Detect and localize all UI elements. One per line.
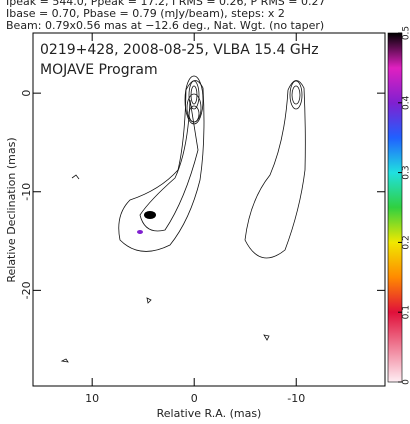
x-axis-label: Relative R.A. (mas)	[157, 407, 262, 420]
plot-frame	[32, 32, 386, 387]
header-line: Ipeak = 544.0, Ppeak = 17.2, I RMS = 0.2…	[6, 0, 326, 8]
colorbar-tick-label: 0.3	[402, 165, 410, 179]
header-line: Beam: 0.79x0.56 mas at −12.6 deg., Nat. …	[6, 19, 324, 32]
x-tick-label: 0	[191, 392, 198, 405]
colorbar	[387, 32, 403, 383]
colorbar-tick-label: 0.1	[402, 305, 410, 319]
chart-title: 0219+428, 2008-08-25, VLBA 15.4 GHz	[40, 42, 319, 58]
y-tick-label: -20	[20, 281, 33, 299]
colorbar-tick-label: 0	[402, 379, 410, 385]
colorbar-tick-label: 0.4	[402, 95, 410, 110]
chart-subtitle: MOJAVE Program	[40, 62, 158, 78]
y-tick-label: -10	[20, 183, 33, 201]
y-axis-label: Relative Declination (mas)	[5, 137, 18, 282]
colorbar-tick-label: 0.2	[402, 235, 410, 249]
header-line: Ibase = 0.70, Pbase = 0.79 (mJy/beam), s…	[6, 7, 285, 20]
x-tick-label: 10	[85, 392, 99, 405]
x-tick-label: -10	[287, 392, 305, 405]
y-tick-label: 0	[20, 90, 33, 97]
contours	[60, 75, 306, 363]
colorbar-tick-label: 0.5	[402, 26, 410, 40]
